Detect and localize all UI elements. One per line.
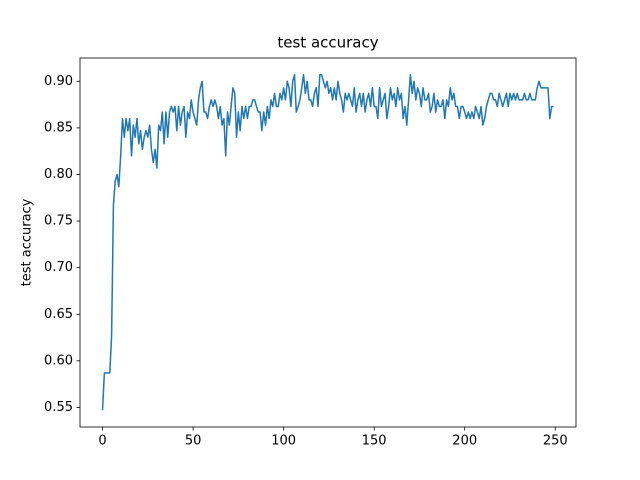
y-tick-label: 0.75	[44, 214, 73, 229]
x-tick-label: 100	[271, 434, 296, 449]
y-tick-label: 0.90	[44, 74, 73, 89]
x-tick-label: 250	[543, 434, 568, 449]
x-tick-label: 0	[98, 434, 106, 449]
y-tick-label: 0.60	[44, 353, 73, 368]
y-tick-label: 0.85	[44, 120, 73, 135]
x-tick-label: 200	[452, 434, 477, 449]
y-tick-label: 0.70	[44, 260, 73, 275]
x-tick-label: 150	[362, 434, 387, 449]
y-tick-label: 0.55	[44, 400, 73, 415]
y-axis-label: test accuracy	[20, 198, 35, 286]
y-tick-label: 0.80	[44, 167, 73, 182]
chart-title: test accuracy	[277, 34, 378, 52]
x-tick-label: 50	[185, 434, 202, 449]
data-line	[101, 74, 554, 411]
plot-frame	[79, 57, 577, 428]
y-tick-label: 0.65	[44, 307, 73, 322]
